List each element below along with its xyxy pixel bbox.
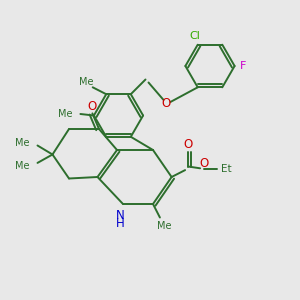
Text: Me: Me (157, 221, 172, 231)
Text: O: O (162, 97, 171, 110)
Text: Cl: Cl (189, 31, 200, 41)
Text: Me: Me (15, 161, 29, 171)
Text: Et: Et (221, 164, 232, 174)
Text: H: H (116, 217, 125, 230)
Text: O: O (200, 157, 209, 170)
Text: O: O (184, 138, 193, 152)
Text: N: N (116, 209, 125, 222)
Text: O: O (88, 100, 97, 113)
Text: Me: Me (58, 109, 72, 119)
Text: F: F (240, 61, 246, 71)
Text: Me: Me (15, 138, 29, 148)
Text: Me: Me (79, 77, 93, 87)
